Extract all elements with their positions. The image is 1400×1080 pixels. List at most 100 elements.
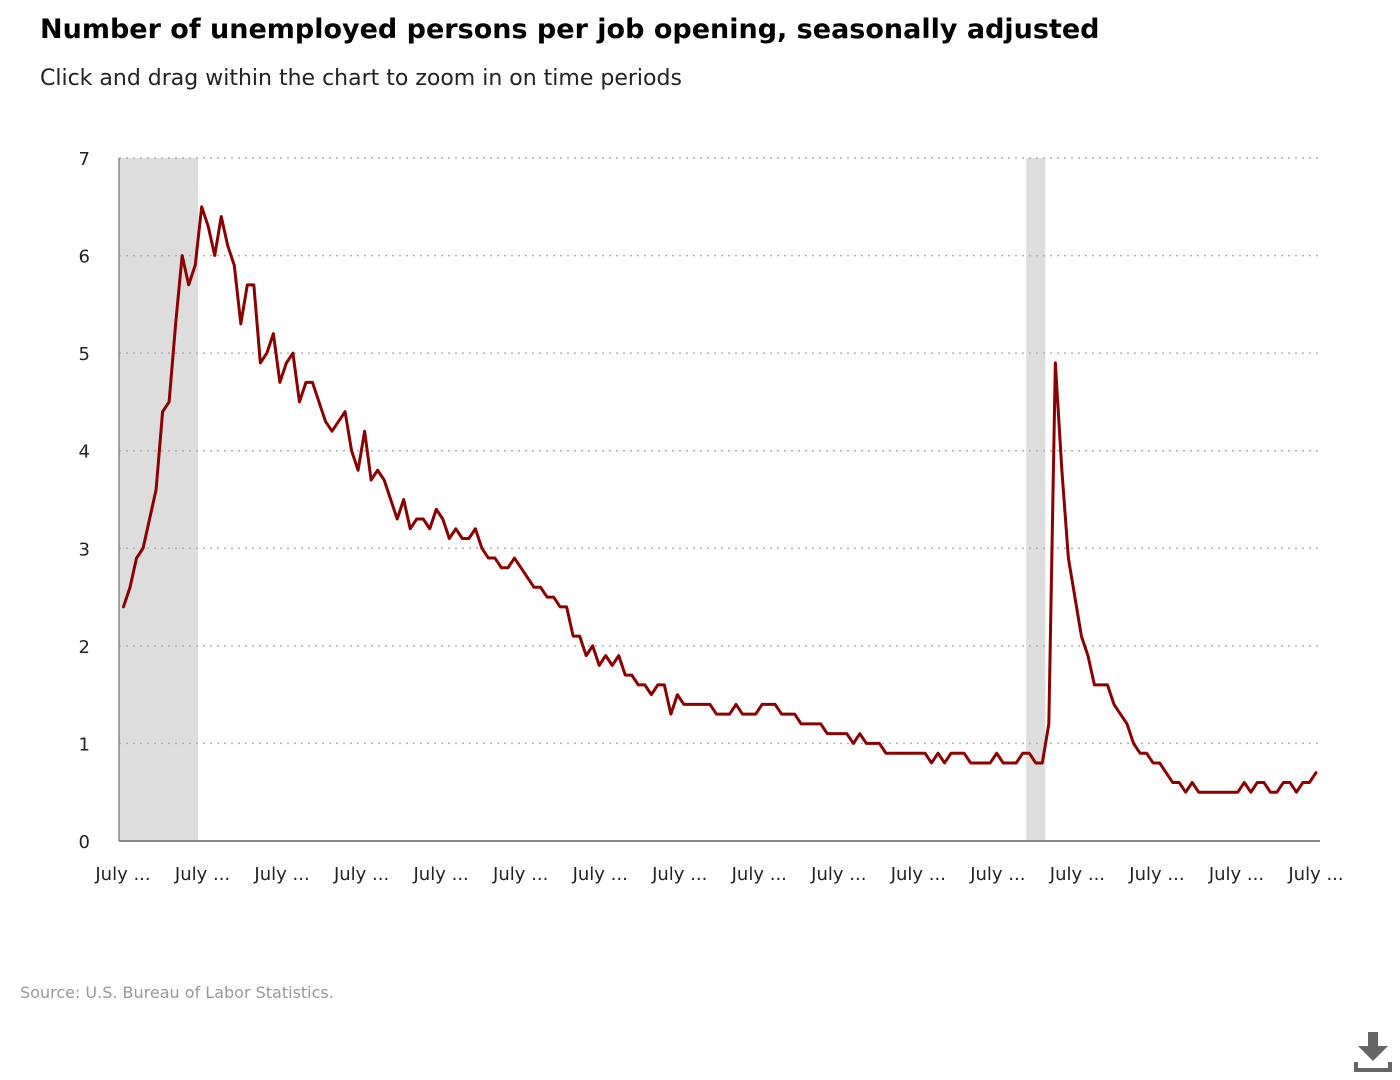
data-point[interactable] bbox=[1314, 770, 1319, 775]
data-point[interactable] bbox=[258, 360, 263, 365]
data-point[interactable] bbox=[603, 653, 608, 658]
data-point[interactable] bbox=[1203, 790, 1208, 795]
data-point[interactable] bbox=[447, 536, 452, 541]
data-point[interactable] bbox=[896, 751, 901, 756]
data-point[interactable] bbox=[786, 712, 791, 717]
data-point[interactable] bbox=[1007, 760, 1012, 765]
data-point[interactable] bbox=[1190, 780, 1195, 785]
data-point[interactable] bbox=[1300, 780, 1305, 785]
data-point[interactable] bbox=[284, 360, 289, 365]
data-point[interactable] bbox=[1131, 741, 1136, 746]
data-point[interactable] bbox=[792, 712, 797, 717]
data-point[interactable] bbox=[356, 468, 361, 473]
data-point[interactable] bbox=[505, 565, 510, 570]
data-point[interactable] bbox=[864, 741, 869, 746]
data-point[interactable] bbox=[558, 604, 563, 609]
data-point[interactable] bbox=[1040, 760, 1045, 765]
data-point[interactable] bbox=[597, 663, 602, 668]
data-point[interactable] bbox=[577, 634, 582, 639]
data-point[interactable] bbox=[799, 721, 804, 726]
data-point[interactable] bbox=[844, 731, 849, 736]
download-button[interactable] bbox=[1352, 1030, 1394, 1074]
data-point[interactable] bbox=[460, 536, 465, 541]
data-point[interactable] bbox=[271, 331, 276, 336]
data-point[interactable] bbox=[1196, 790, 1201, 795]
series-line[interactable] bbox=[122, 205, 1318, 794]
data-point[interactable] bbox=[134, 556, 139, 561]
data-point[interactable] bbox=[245, 282, 250, 287]
data-point[interactable] bbox=[962, 751, 967, 756]
data-point[interactable] bbox=[1098, 682, 1103, 687]
data-point[interactable] bbox=[668, 712, 673, 717]
data-point[interactable] bbox=[395, 517, 400, 522]
data-point[interactable] bbox=[1059, 468, 1064, 473]
data-point[interactable] bbox=[636, 682, 641, 687]
data-point[interactable] bbox=[1014, 760, 1019, 765]
data-point[interactable] bbox=[1248, 790, 1253, 795]
data-point[interactable] bbox=[128, 585, 133, 590]
data-point[interactable] bbox=[994, 751, 999, 756]
data-point[interactable] bbox=[551, 595, 556, 600]
data-point[interactable] bbox=[1157, 760, 1162, 765]
data-point[interactable] bbox=[1255, 780, 1260, 785]
data-point[interactable] bbox=[877, 741, 882, 746]
data-point[interactable] bbox=[610, 663, 615, 668]
data-point[interactable] bbox=[623, 673, 628, 678]
data-point[interactable] bbox=[206, 224, 211, 229]
data-point[interactable] bbox=[277, 380, 282, 385]
data-point[interactable] bbox=[694, 702, 699, 707]
data-point[interactable] bbox=[369, 477, 374, 482]
data-point[interactable] bbox=[812, 721, 817, 726]
data-point[interactable] bbox=[388, 497, 393, 502]
data-point[interactable] bbox=[1307, 780, 1312, 785]
data-point[interactable] bbox=[1092, 682, 1097, 687]
data-point[interactable] bbox=[1261, 780, 1266, 785]
data-point[interactable] bbox=[916, 751, 921, 756]
data-point[interactable] bbox=[740, 712, 745, 717]
data-point[interactable] bbox=[1235, 790, 1240, 795]
data-point[interactable] bbox=[923, 751, 928, 756]
data-point[interactable] bbox=[499, 565, 504, 570]
data-point[interactable] bbox=[141, 546, 146, 551]
data-point[interactable] bbox=[942, 760, 947, 765]
data-point[interactable] bbox=[890, 751, 895, 756]
data-point[interactable] bbox=[414, 517, 419, 522]
data-point[interactable] bbox=[1222, 790, 1227, 795]
data-point[interactable] bbox=[903, 751, 908, 756]
data-point[interactable] bbox=[440, 517, 445, 522]
data-point[interactable] bbox=[466, 536, 471, 541]
data-point[interactable] bbox=[818, 721, 823, 726]
data-point[interactable] bbox=[349, 448, 354, 453]
data-point[interactable] bbox=[154, 487, 159, 492]
data-point[interactable] bbox=[1046, 721, 1051, 726]
data-point[interactable] bbox=[1001, 760, 1006, 765]
data-point[interactable] bbox=[766, 702, 771, 707]
data-point[interactable] bbox=[251, 282, 256, 287]
data-point[interactable] bbox=[870, 741, 875, 746]
data-point[interactable] bbox=[688, 702, 693, 707]
data-point[interactable] bbox=[473, 526, 478, 531]
data-point[interactable] bbox=[649, 692, 654, 697]
data-point[interactable] bbox=[1027, 751, 1032, 756]
data-point[interactable] bbox=[408, 526, 413, 531]
data-point[interactable] bbox=[232, 263, 237, 268]
data-point[interactable] bbox=[532, 585, 537, 590]
data-point[interactable] bbox=[1183, 790, 1188, 795]
data-point[interactable] bbox=[955, 751, 960, 756]
data-point[interactable] bbox=[616, 653, 621, 658]
data-point[interactable] bbox=[1281, 780, 1286, 785]
data-point[interactable] bbox=[571, 634, 576, 639]
data-point[interactable] bbox=[883, 751, 888, 756]
data-point[interactable] bbox=[805, 721, 810, 726]
data-point[interactable] bbox=[1242, 780, 1247, 785]
data-point[interactable] bbox=[336, 419, 341, 424]
data-point[interactable] bbox=[401, 497, 406, 502]
data-point[interactable] bbox=[949, 751, 954, 756]
data-point[interactable] bbox=[753, 712, 758, 717]
data-point[interactable] bbox=[662, 682, 667, 687]
data-point[interactable] bbox=[1125, 721, 1130, 726]
data-point[interactable] bbox=[225, 243, 230, 248]
data-point[interactable] bbox=[655, 682, 660, 687]
data-point[interactable] bbox=[264, 351, 269, 356]
data-point[interactable] bbox=[968, 760, 973, 765]
